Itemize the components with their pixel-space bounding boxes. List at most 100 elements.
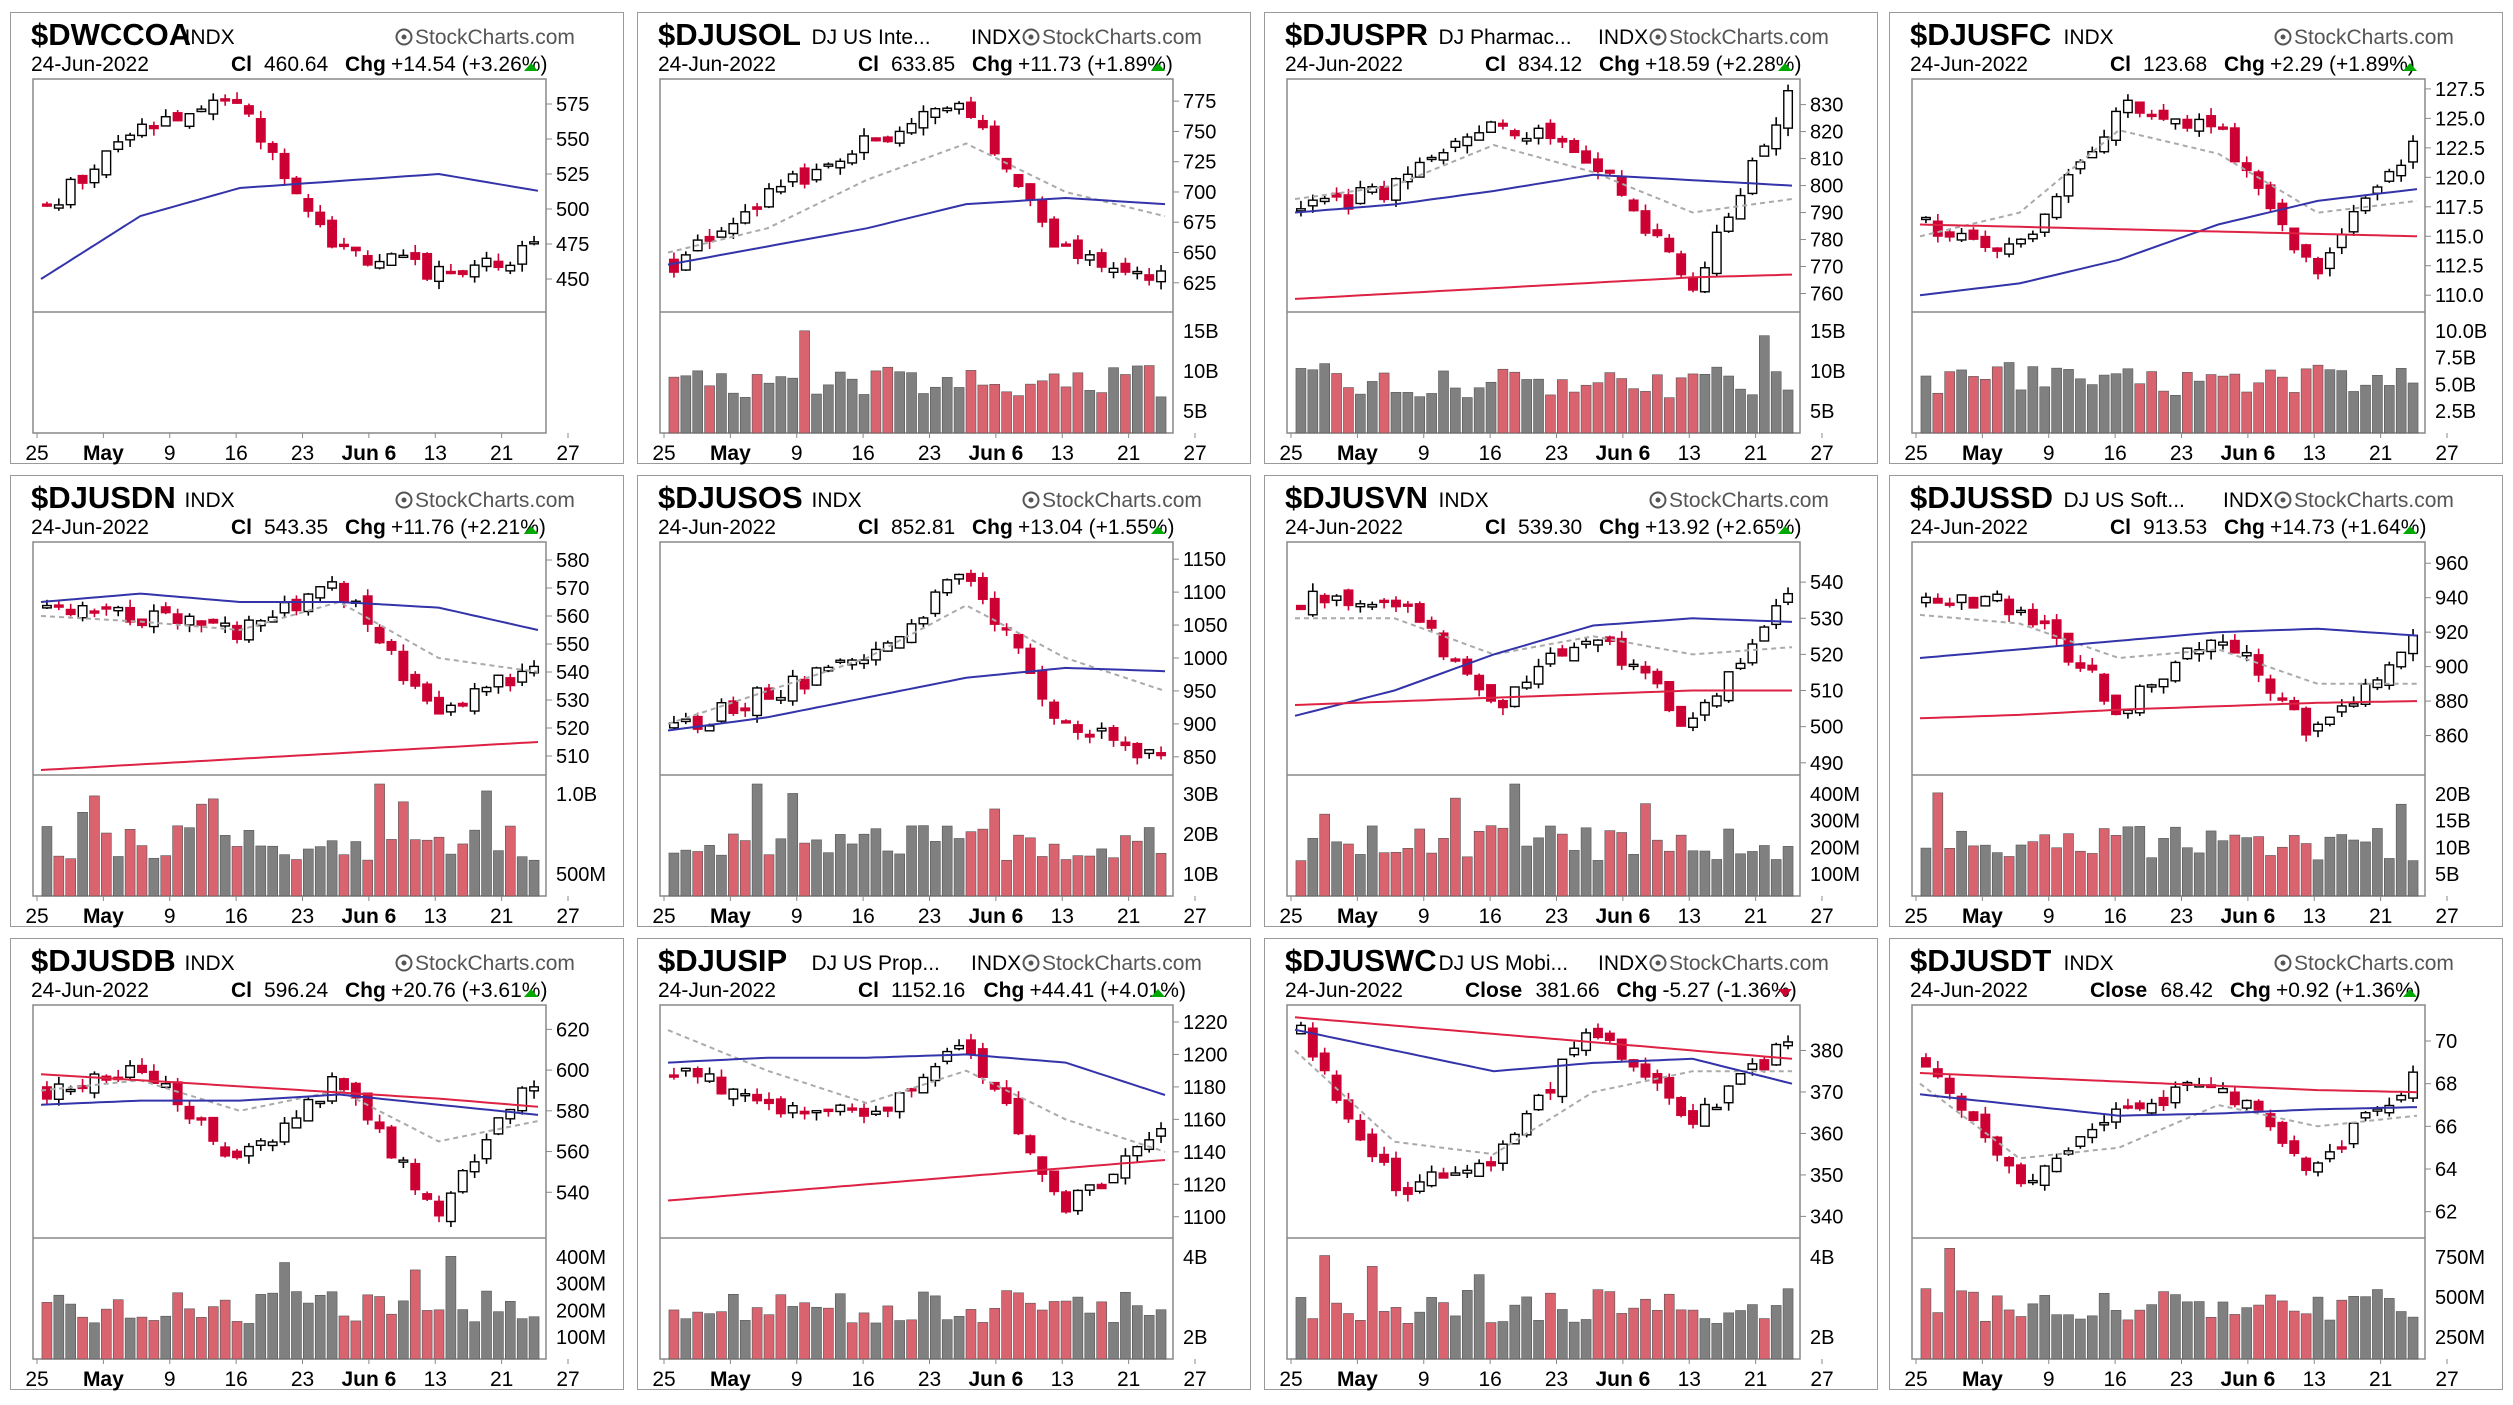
candle xyxy=(752,686,763,723)
candle xyxy=(894,1092,905,1119)
candle xyxy=(517,1086,528,1115)
price-tick-label: 1160 xyxy=(1183,1109,1226,1131)
chart-panel-dwccoa[interactable]: $DWCCOA INDX StockCharts.com 24-Jun-2022 Cl 4… xyxy=(10,12,624,465)
chart-svg: $DJUSIP DJ US Prop... INDX StockCharts.com 2… xyxy=(652,943,1228,1391)
chart-panel-djusdn[interactable]: $DJUSDN INDX StockCharts.com 24-Jun-2022 Cl 5… xyxy=(10,475,624,928)
volume-bar xyxy=(326,840,338,897)
volume-bar xyxy=(1616,1313,1628,1360)
close-label: Cl xyxy=(1485,516,1506,539)
candle xyxy=(1557,135,1568,149)
chart-panel-djusdb[interactable]: $DJUSDB INDX StockCharts.com 24-Jun-2022 Cl 5… xyxy=(10,938,624,1391)
ma20-line xyxy=(1295,617,1793,656)
volume-bar xyxy=(1991,1295,2003,1360)
candle xyxy=(1391,1151,1401,1197)
volume-bar xyxy=(1378,1311,1390,1360)
volume-bar xyxy=(409,839,421,897)
candle xyxy=(1343,1092,1354,1123)
volume-bar xyxy=(1699,1318,1711,1360)
volume-bar xyxy=(1592,860,1604,897)
volume-bar xyxy=(1711,366,1723,434)
candle xyxy=(2051,614,2062,647)
candle xyxy=(255,110,266,150)
volume-bar xyxy=(965,1309,977,1360)
close-label: Cl xyxy=(2110,516,2131,539)
chart-panel-djusvn[interactable]: $DJUSVN INDX StockCharts.com 24-Jun-2022 Cl 5… xyxy=(1264,475,1878,928)
volume-bar xyxy=(692,851,703,897)
chart-panel-djusfc[interactable]: $DJUSFC INDX StockCharts.com 24-Jun-2022 Cl 1… xyxy=(1889,12,2503,465)
volume-bar xyxy=(231,1321,243,1360)
volume-bar xyxy=(1084,1312,1096,1360)
candle xyxy=(243,1143,254,1164)
volume-bar xyxy=(1438,838,1449,897)
price-tick-label: 450 xyxy=(556,269,589,291)
volume-bar xyxy=(953,1316,965,1360)
volume-bar xyxy=(787,793,799,897)
volume-bar xyxy=(2288,835,2300,897)
stockcharts-logo-icon xyxy=(1022,28,1040,46)
volume-tick-label: 5.0B xyxy=(2435,374,2476,396)
chart-panel-djuspr[interactable]: $DJUSPR DJ Pharmac... INDX StockCharts.com 2… xyxy=(1264,12,1878,465)
chart-panel-djusdt[interactable]: $DJUSDT INDX StockCharts.com 24-Jun-2022 Clo… xyxy=(1889,938,2503,1391)
volume-bar xyxy=(716,373,727,434)
date: 24-Jun-2022 xyxy=(658,53,776,76)
volume-bar xyxy=(775,1294,787,1360)
volume-bar xyxy=(882,1305,894,1360)
chg-label: Chg xyxy=(345,979,386,1002)
volume-bar xyxy=(894,371,905,434)
volume-bar xyxy=(2170,395,2181,434)
exchange: INDX xyxy=(971,26,1021,49)
volume-bar xyxy=(1497,368,1509,434)
candle xyxy=(2408,135,2419,169)
chart-panel-djusos[interactable]: $DJUSOS INDX StockCharts.com 24-Jun-2022 Cl 8… xyxy=(637,475,1251,928)
candle xyxy=(906,618,917,644)
candle xyxy=(481,1133,492,1164)
volume-bar xyxy=(350,1320,362,1360)
volume-tick-label: 250M xyxy=(2435,1327,2485,1349)
arrow-up-icon xyxy=(524,989,538,997)
candle xyxy=(267,141,278,161)
price-tick-label: 1220 xyxy=(1183,1012,1228,1034)
volume-bar xyxy=(2003,362,2015,434)
candle xyxy=(2027,603,2038,628)
candle xyxy=(1783,84,1794,137)
volume-bar xyxy=(941,1319,953,1360)
candle xyxy=(882,135,893,143)
index-name: DJ Pharmac... xyxy=(1439,26,1572,49)
price-tick-label: 1140 xyxy=(1183,1142,1226,1164)
candle xyxy=(1664,1073,1675,1105)
volume-bar xyxy=(243,1323,255,1360)
volume-bar xyxy=(1366,1266,1378,1360)
volume-bar xyxy=(1759,335,1770,434)
volume-bar xyxy=(2182,847,2193,897)
volume-bar xyxy=(2158,1291,2169,1360)
candle xyxy=(728,217,739,239)
volume-bar xyxy=(1060,386,1072,434)
x-tick-label: 13 xyxy=(2303,905,2326,928)
candle xyxy=(2182,647,2193,660)
candle xyxy=(1747,157,1758,196)
arrow-up-icon xyxy=(2403,63,2417,71)
chart-panel-djusip[interactable]: $DJUSIP DJ US Prop... INDX StockCharts.com 2… xyxy=(637,938,1251,1391)
chg-value: +0.92 (+1.36%) xyxy=(2276,979,2421,1002)
volume-bar xyxy=(1640,391,1651,434)
chart-panel-djuswc[interactable]: $DJUSWC DJ US Mobi... INDX StockCharts.com 2… xyxy=(1264,938,1878,1391)
volume-bar xyxy=(136,845,148,897)
volume-bar xyxy=(1759,845,1770,897)
chart-panel-djussd[interactable]: $DJUSSD DJ US Soft... INDX StockCharts.com 2… xyxy=(1889,475,2503,928)
candle xyxy=(1944,229,1955,242)
volume-bar xyxy=(882,850,894,897)
candle xyxy=(422,1191,433,1202)
candle xyxy=(53,1076,64,1106)
volume-bar xyxy=(516,856,528,897)
chart-panel-djusol[interactable]: $DJUSOL DJ US Inte... INDX StockCharts.com 2… xyxy=(637,12,1251,465)
symbol: $DJUSFC xyxy=(1910,17,2051,52)
price-tick-label: 350 xyxy=(1810,1165,1843,1187)
volume-bar xyxy=(1143,365,1155,434)
x-tick-label: 9 xyxy=(164,1368,176,1391)
candle xyxy=(445,263,456,275)
arrow-up-icon xyxy=(1778,526,1792,534)
candle xyxy=(1391,177,1401,207)
chg-value: +11.73 (+1.89%) xyxy=(1018,53,1173,76)
volume-bar xyxy=(1036,856,1048,897)
